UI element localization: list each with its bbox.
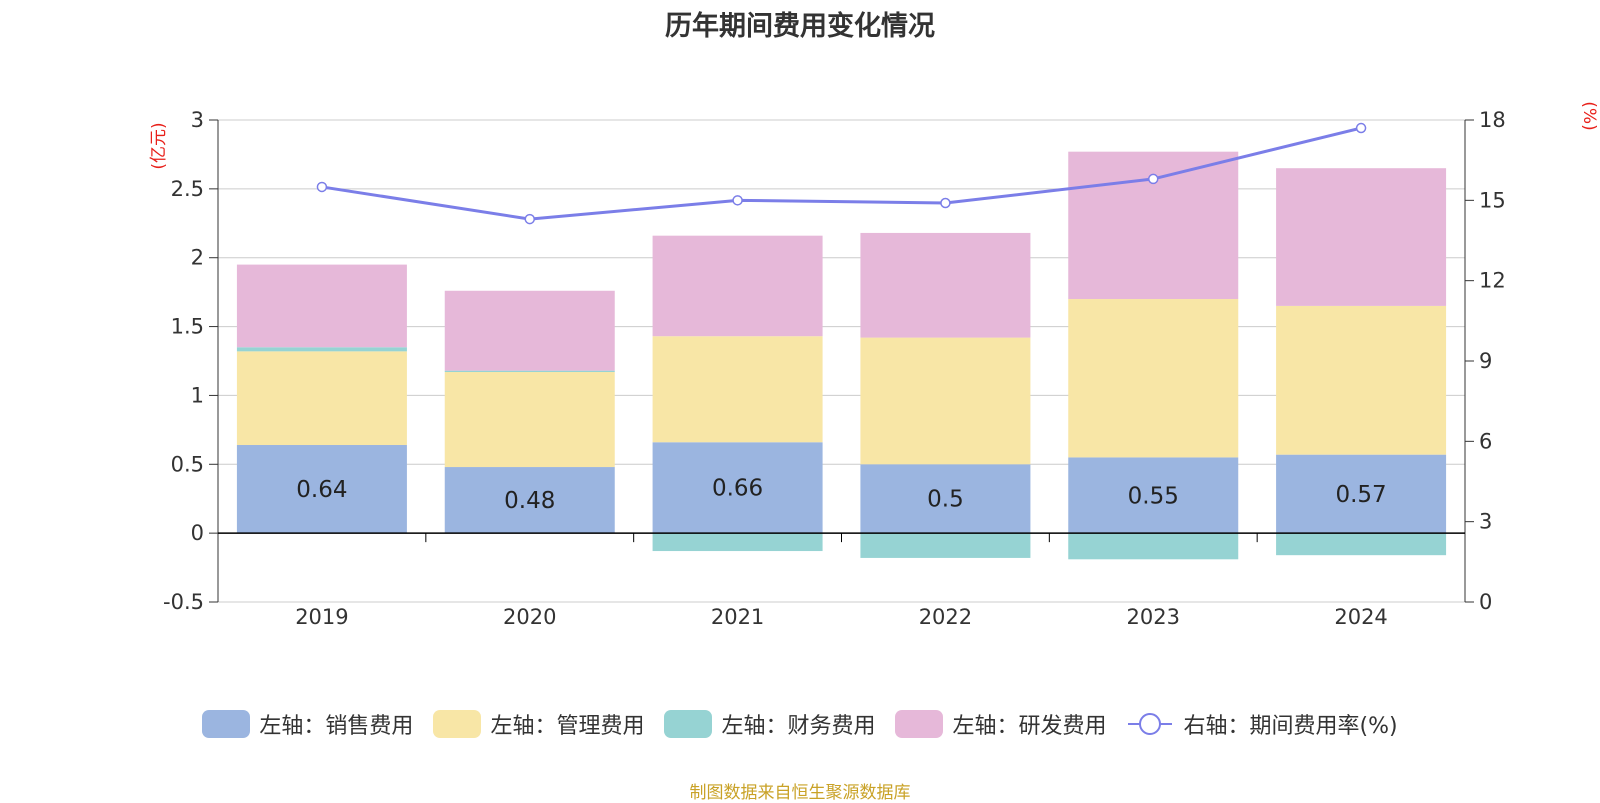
legend-item[interactable]: 左轴：销售费用: [202, 708, 413, 740]
right-axis-tick-label: 0: [1479, 590, 1492, 614]
bar-data-label: 0.57: [1335, 482, 1386, 508]
legend-swatch: [664, 710, 713, 738]
bar-2019-series-0: [236, 445, 407, 534]
bar-2020-series-1: [444, 372, 615, 468]
bar-2024-series-3: [1276, 168, 1447, 306]
rate-line-series: [316, 122, 1367, 225]
bar-data-label: 0.66: [712, 476, 763, 502]
right-axis-tick-label: 6: [1479, 429, 1492, 453]
legend-item[interactable]: 左轴：研发费用: [895, 708, 1106, 740]
legend-line-circle-icon: [1128, 713, 1173, 735]
bar-2019-series-1: [236, 351, 407, 446]
bar-2021-series-1: [652, 336, 823, 443]
right-axis-tick-label: 15: [1479, 188, 1506, 212]
rate-point-2022: [940, 197, 951, 209]
rate-line: [321, 126, 1362, 221]
legend-swatch: [433, 710, 482, 738]
rate-point-2020: [524, 213, 535, 225]
bar-2023-series-0: [1068, 457, 1239, 534]
right-axis-tick-label: 18: [1479, 108, 1506, 132]
bar-2021-series-0: [652, 442, 823, 534]
rate-point-2023: [1148, 173, 1159, 185]
right-axis-tick-label: 9: [1479, 349, 1492, 373]
bar-2020-series-3: [444, 290, 615, 371]
left-axis-tick-label: 0: [191, 521, 204, 545]
x-axis-tick-label: 2020: [503, 605, 556, 629]
legend-item[interactable]: 右轴：期间费用率(%): [1126, 708, 1398, 740]
x-axis-tick-label: 2021: [711, 605, 764, 629]
bar-2019-series-2: [236, 347, 407, 352]
left-axis-tick-label: 1.5: [171, 315, 204, 339]
bar-2022-series-3: [860, 232, 1031, 338]
left-axis-tick-label: 2: [191, 246, 204, 270]
right-axis-tick-label: 3: [1479, 510, 1492, 534]
bar-2024-series-1: [1276, 305, 1447, 455]
legend: 左轴：销售费用 左轴：管理费用 左轴：财务费用 左轴：研发费用 右轴：期间费用率(%): [0, 704, 1600, 744]
chart-title: 历年期间费用变化情况: [665, 11, 935, 42]
bar-2021-series-2: [652, 533, 823, 552]
bar-2022-series-1: [860, 337, 1031, 465]
bar-data-label: 0.48: [504, 488, 555, 514]
legend-label: 左轴：财务费用: [721, 714, 876, 739]
x-axis-tick-label: 2022: [919, 605, 972, 629]
rate-point-2019: [316, 181, 328, 193]
axes: -0.5 0 0.5 1 1.5 2 2.5 3 0 3 6 9 12 15 18 2019 2020 2021 2…: [149, 101, 1599, 629]
bar-2024-series-0: [1276, 454, 1447, 534]
bar-labels: 0.64 0.48 0.66 0.5 0.55 0.57: [296, 476, 1386, 514]
left-axis-tick-label: 1: [191, 383, 204, 407]
bars: [236, 151, 1447, 560]
legend-label: 右轴：期间费用率(%): [1183, 714, 1398, 739]
x-axis-tick-label: 2023: [1127, 605, 1180, 629]
bar-2020-series-2: [444, 370, 615, 373]
bar-2023-series-1: [1068, 299, 1239, 458]
legend-swatch: [895, 710, 944, 738]
x-axis-tick-label: 2019: [295, 605, 348, 629]
source-note: 制图数据来自恒生聚源数据库: [689, 783, 911, 803]
left-axis-unit: (亿元): [149, 122, 169, 169]
legend-label: 左轴：销售费用: [259, 714, 414, 739]
right-axis-unit: (%): [1579, 101, 1599, 130]
bar-data-label: 0.55: [1128, 483, 1179, 509]
bar-2019-series-3: [236, 264, 407, 348]
left-axis-tick-label: 0.5: [171, 452, 204, 476]
bar-2022-series-0: [860, 464, 1031, 534]
legend-swatch: [202, 710, 251, 738]
legend-item[interactable]: 左轴：管理费用: [433, 708, 644, 740]
bar-data-label: 0.5: [927, 487, 964, 513]
legend-label: 左轴：管理费用: [490, 714, 645, 739]
bar-data-label: 0.64: [296, 477, 347, 503]
bar-2022-series-2: [860, 533, 1031, 558]
bar-2021-series-3: [652, 235, 823, 337]
left-axis-tick-label: 3: [191, 108, 204, 132]
legend-label: 左轴：研发费用: [952, 714, 1107, 739]
x-axis-tick-label: 2024: [1334, 605, 1387, 629]
legend-item[interactable]: 左轴：财务费用: [664, 708, 875, 740]
rate-point-2024: [1355, 122, 1367, 134]
rate-point-2021: [732, 195, 743, 206]
bar-2023-series-2: [1068, 533, 1239, 560]
chart-plot: -0.5 0 0.5 1 1.5 2 2.5 3 0 3 6 9 12 15 18 2019 2020 2021 2…: [149, 101, 1599, 629]
left-axis-tick-label: -0.5: [163, 590, 204, 614]
bar-2024-series-2: [1276, 533, 1447, 556]
right-axis-tick-label: 12: [1479, 269, 1506, 293]
bar-2020-series-0: [444, 467, 615, 534]
left-axis-tick-label: 2.5: [171, 177, 204, 201]
